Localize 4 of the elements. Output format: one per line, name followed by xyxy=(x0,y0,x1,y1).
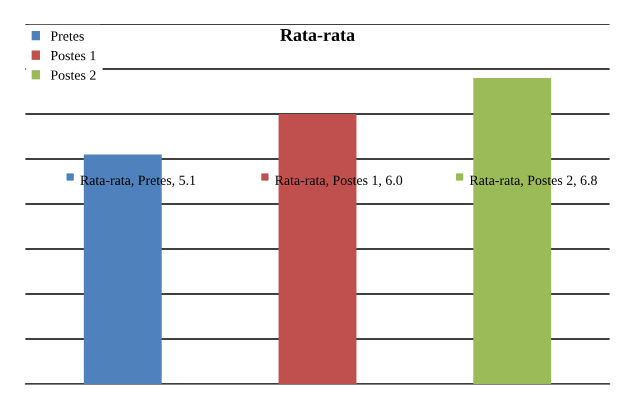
legend-label: Postes 1 xyxy=(50,50,96,60)
legend-label: Postes 2 xyxy=(50,70,96,80)
chart-title: Rata-rata xyxy=(280,29,355,42)
legend-label: Pretes xyxy=(50,31,84,41)
